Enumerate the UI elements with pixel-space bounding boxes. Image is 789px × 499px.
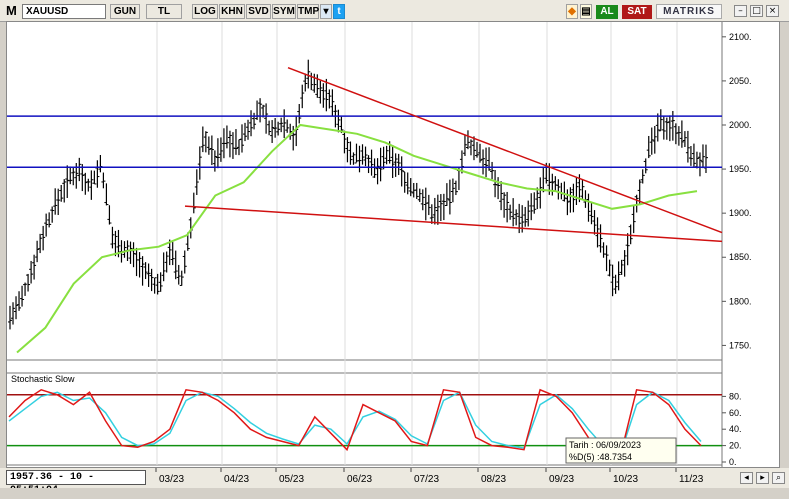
price-tick-label: 2000.: [729, 120, 752, 130]
tmp-button[interactable]: TMP: [297, 4, 320, 19]
maximize-icon[interactable]: □: [750, 5, 763, 17]
time-tick-label: 04/23: [224, 474, 249, 485]
time-tick-label: 11/23: [679, 474, 704, 485]
twitter-icon[interactable]: t: [333, 4, 345, 19]
time-tick-label: 06/23: [347, 474, 372, 485]
toolbar: M XAUUSD GUN TL LOG KHN SVD SYM TMP ▾ t …: [0, 0, 789, 22]
time-tick-label: 08/23: [481, 474, 506, 485]
status-bar: 1957.36 - 10 - 05:51:04 03/2304/2305/230…: [0, 468, 789, 496]
symbol-input[interactable]: XAUUSD: [22, 4, 106, 19]
sym-button[interactable]: SYM: [272, 4, 296, 19]
time-tick-label: 07/23: [414, 474, 439, 485]
chart-canvas[interactable]: Stochastic Slow 2100. 2050. 2000. 1950. 1900…: [7, 22, 779, 467]
stochastic-d-line: [8, 391, 702, 455]
time-tick-label: 05/23: [279, 474, 304, 485]
calendar-icon[interactable]: ▤: [580, 4, 592, 19]
trendline-support: [184, 205, 723, 243]
stochastic-tick-label: 80.: [729, 391, 742, 401]
minimize-icon[interactable]: –: [734, 5, 747, 17]
data-tooltip: Tarih : 06/09/2023 %D(5) :48.7354: [565, 437, 677, 464]
time-axis: 03/23 04/23 05/23 06/23 07/23 08/23 09/23 10/23…: [155, 468, 704, 485]
svd-button[interactable]: SVD: [246, 4, 271, 19]
alarm-icon[interactable]: ◆: [566, 4, 578, 19]
dropdown-icon[interactable]: ▾: [320, 4, 332, 19]
price-tick-label: 1750.: [729, 340, 752, 350]
stochastic-tick-label: 40.: [729, 424, 742, 434]
price-tick-label: 2050.: [729, 76, 752, 86]
tooltip-date: Tarih : 06/09/2023: [569, 440, 641, 450]
scroll-left-icon[interactable]: ◂: [740, 472, 753, 484]
indicator-title: Stochastic Slow: [11, 374, 75, 384]
moving-average-line: [16, 123, 698, 354]
trendline-descending: [287, 66, 723, 234]
stochastic-tick-label: 60.: [729, 408, 742, 418]
price-tick-label: 1850.: [729, 252, 752, 262]
close-icon[interactable]: ×: [766, 5, 779, 17]
log-scale-button[interactable]: LOG: [192, 4, 218, 19]
tooltip-value: %D(5) :48.7354: [569, 452, 632, 462]
price-readout: 1957.36 - 10 - 05:51:04: [6, 470, 146, 496]
currency-tl-button[interactable]: TL: [146, 4, 182, 19]
horizontal-scrollbar[interactable]: [0, 488, 789, 499]
buy-button[interactable]: AL: [596, 5, 618, 19]
time-tick-label: 03/23: [159, 474, 184, 485]
chart-frame[interactable]: Stochastic Slow 2100. 2050. 2000. 1950. 1900…: [6, 21, 780, 468]
stochastic-tick-label: 20.: [729, 441, 742, 451]
sell-button[interactable]: SAT: [622, 5, 652, 19]
time-tick-label: 09/23: [549, 474, 574, 485]
period-gun-button[interactable]: GUN: [110, 4, 140, 19]
time-tick-label: 10/23: [613, 474, 638, 485]
menu-button[interactable]: M: [6, 3, 17, 18]
price-tick-label: 2100.: [729, 32, 752, 42]
price-tick-label: 1800.: [729, 296, 752, 306]
price-tick-label: 1900.: [729, 208, 752, 218]
stochastic-tick-label: 0.: [729, 457, 737, 467]
brand-logo: MATRIKS: [656, 4, 722, 19]
khn-button[interactable]: KHN: [219, 4, 245, 19]
zoom-icon[interactable]: ⌕: [772, 472, 785, 484]
scroll-right-icon[interactable]: ▸: [756, 472, 769, 484]
price-tick-label: 1950.: [729, 164, 752, 174]
stochastic-k-line: [8, 388, 702, 457]
